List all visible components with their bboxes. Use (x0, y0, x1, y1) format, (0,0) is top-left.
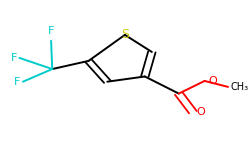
Text: F: F (14, 77, 20, 87)
Text: F: F (48, 26, 54, 36)
Text: O: O (208, 76, 217, 86)
Text: F: F (11, 53, 17, 63)
Text: CH₃: CH₃ (230, 82, 248, 92)
Text: S: S (121, 28, 129, 41)
Text: O: O (196, 107, 205, 117)
